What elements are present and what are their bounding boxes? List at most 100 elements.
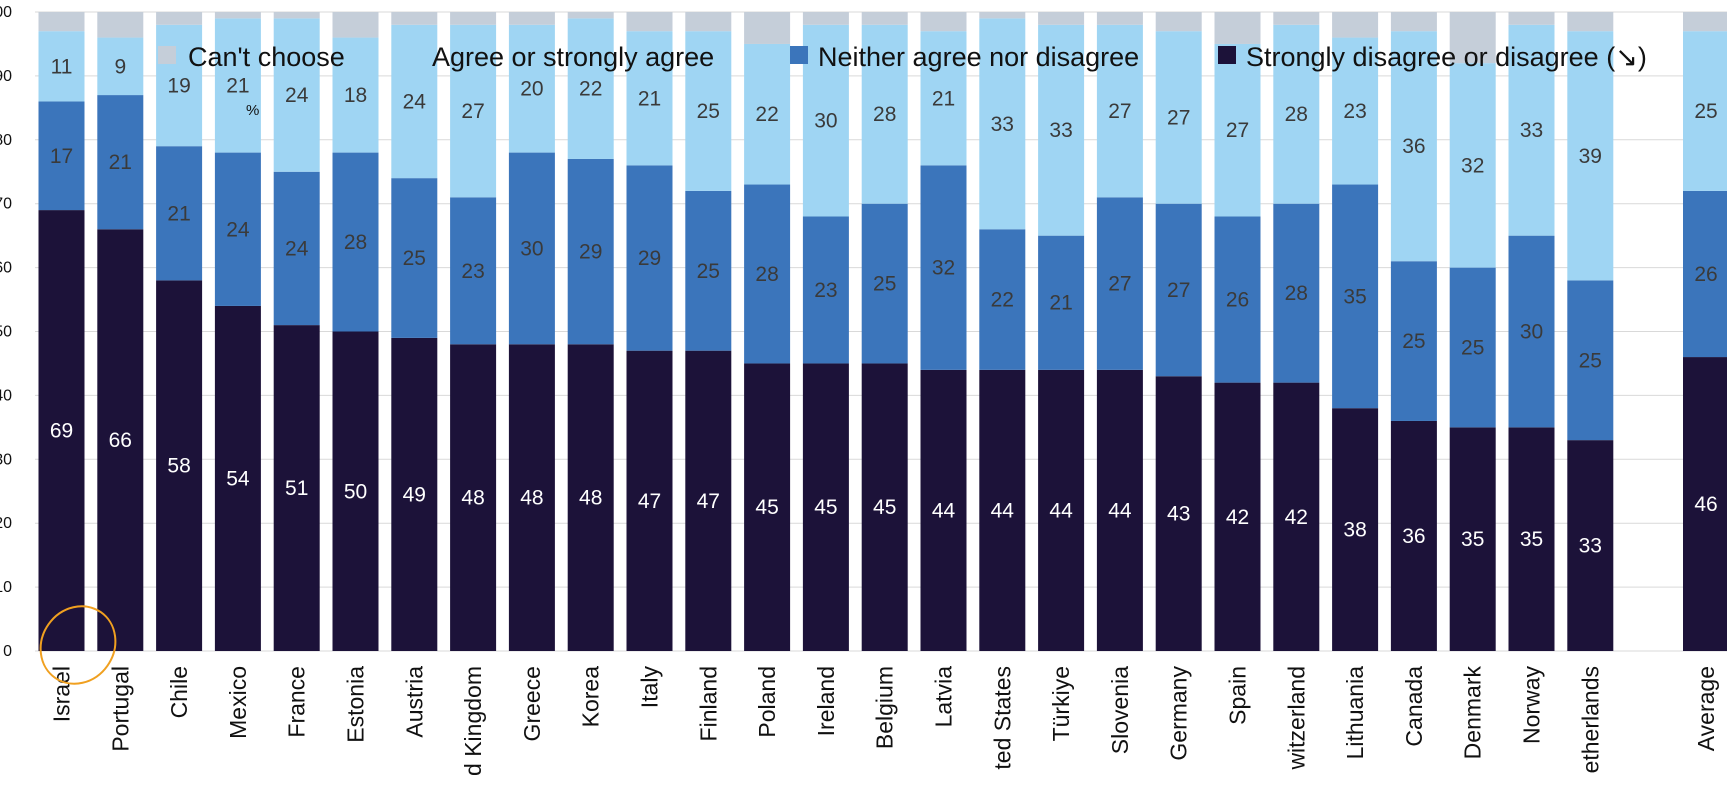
x-tick-label: Austria — [401, 666, 427, 738]
data-label: 21 — [226, 74, 249, 97]
x-tick-label: Mexico — [225, 666, 251, 739]
bar-segment — [1273, 382, 1320, 651]
bar-segment — [1155, 12, 1202, 32]
bar-segment — [508, 344, 555, 651]
bar-segment — [156, 12, 203, 25]
bar-segment — [567, 344, 614, 651]
bar-segment — [920, 165, 967, 370]
bar-segment — [1508, 235, 1555, 428]
bar-segment — [1273, 203, 1320, 383]
x-tick-label: witzerland — [1283, 666, 1309, 771]
bar-segment — [97, 37, 144, 96]
data-label: 32 — [1461, 154, 1484, 177]
bar-segment — [1449, 427, 1496, 651]
bar-segment — [97, 229, 144, 651]
data-label: 43 — [1167, 503, 1190, 526]
legend-label-disagree: Strongly disagree or disagree (↘) — [1246, 42, 1647, 72]
bar-segment — [391, 337, 438, 651]
data-label: 21 — [638, 87, 661, 110]
bar-segment — [1273, 12, 1320, 25]
data-label: 21 — [932, 87, 955, 110]
bar-segment — [920, 12, 967, 32]
bar-segment — [1155, 376, 1202, 651]
bars — [38, 12, 1727, 651]
data-label: 69 — [50, 420, 73, 443]
bar-segment — [273, 171, 320, 326]
data-label: 25 — [1694, 100, 1717, 123]
bar-segment — [802, 216, 849, 364]
data-label: 25 — [1461, 336, 1484, 359]
data-label: 28 — [873, 103, 896, 126]
data-label: 50 — [344, 480, 367, 503]
bar-segment — [1567, 12, 1614, 32]
data-label: 35 — [1520, 528, 1543, 551]
bar-segment — [1508, 12, 1555, 25]
data-label: 45 — [755, 496, 778, 519]
y-tick-label: 0 — [3, 643, 12, 660]
bar-segment — [391, 178, 438, 338]
bar-segment — [332, 37, 379, 153]
data-label: 25 — [403, 247, 426, 270]
data-label: 38 — [1343, 519, 1366, 542]
bar-segment — [1449, 267, 1496, 428]
bar-segment — [1332, 184, 1379, 409]
bar-segment — [1096, 197, 1143, 370]
bar-segment — [1508, 427, 1555, 651]
data-label: 9 — [114, 55, 126, 78]
data-label: 24 — [226, 218, 250, 241]
data-label: 35 — [1343, 285, 1366, 308]
bar-segment — [214, 12, 261, 19]
bar-segment — [1449, 12, 1496, 64]
data-label: 21 — [167, 202, 190, 225]
bar-segment — [1567, 440, 1614, 651]
x-tick-label: Korea — [578, 666, 604, 728]
x-tick-label: Finland — [695, 666, 721, 741]
bar-segment — [920, 31, 967, 166]
data-label: 29 — [579, 241, 602, 264]
x-tick-label: Chile — [166, 666, 192, 718]
bar-segment — [979, 12, 1026, 19]
bar-segment — [156, 24, 203, 147]
data-label: 27 — [461, 100, 484, 123]
data-label: 27 — [1108, 100, 1131, 123]
bar-segment — [626, 12, 673, 32]
bar-segment — [332, 152, 379, 332]
data-label: 25 — [697, 260, 720, 283]
bar-segment — [1390, 261, 1437, 421]
y-tick-label: 70 — [0, 196, 12, 213]
data-label: 36 — [1402, 135, 1425, 158]
data-label: 22 — [579, 78, 602, 101]
data-label: 30 — [1520, 321, 1543, 344]
data-label: 54 — [226, 467, 250, 490]
legend-swatch-agree — [410, 46, 428, 64]
data-label: 45 — [873, 496, 896, 519]
data-label: 33 — [991, 113, 1014, 136]
data-label: 46 — [1694, 493, 1717, 516]
bar-segment — [273, 325, 320, 651]
bar-segment — [626, 165, 673, 351]
y-tick-label: 10 — [0, 579, 12, 596]
bar-segment — [626, 350, 673, 651]
bar-segment — [920, 369, 967, 651]
bar-segment — [744, 43, 791, 185]
data-label: 24 — [285, 84, 309, 107]
bar-segment — [1390, 31, 1437, 262]
data-label: 39 — [1579, 145, 1602, 168]
bar-segment — [1096, 24, 1143, 198]
bar-segment — [1214, 12, 1261, 44]
bar-segment — [979, 229, 1026, 370]
bar-segment — [214, 305, 261, 651]
bar-segment — [1683, 12, 1727, 32]
x-tick-label: Lithuania — [1342, 666, 1368, 760]
data-label: 33 — [1579, 535, 1602, 558]
x-tick-label: Portugal — [107, 666, 133, 752]
y-tick-label: 30 — [0, 451, 12, 468]
data-label: 42 — [1285, 506, 1308, 529]
data-labels: 69 17 11 66 21 9 58 21 19 54 24 21 51 24 24 50 28 18 49 25 2… — [50, 55, 1718, 557]
data-label: 28 — [1285, 103, 1308, 126]
bar-segment — [1214, 216, 1261, 383]
data-label: 33 — [1049, 119, 1072, 142]
bar-segment — [450, 24, 497, 198]
data-label: 11 — [51, 55, 73, 78]
